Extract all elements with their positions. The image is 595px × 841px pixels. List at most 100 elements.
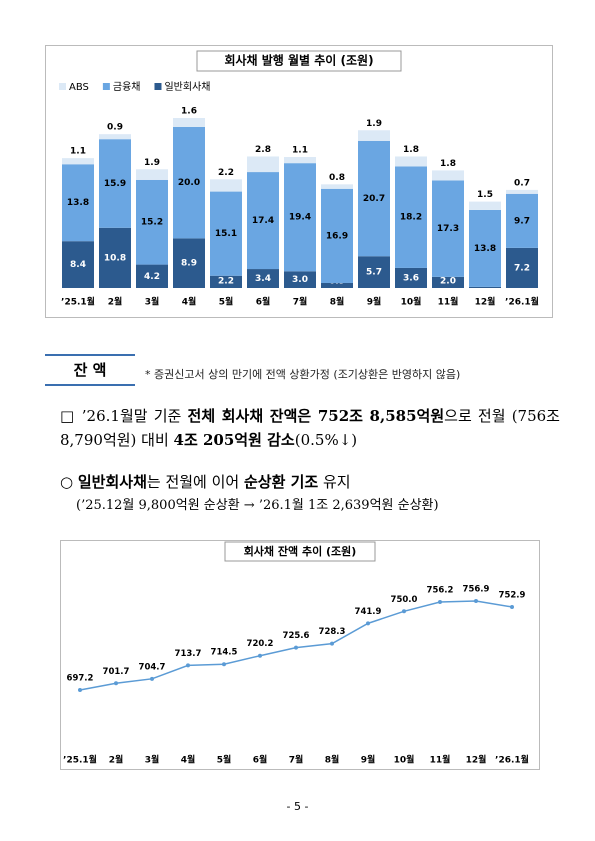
value-label: 20.0 xyxy=(178,178,200,188)
bar-segment xyxy=(395,156,427,167)
page-number: - 5 - xyxy=(286,800,309,813)
value-label: 17.3 xyxy=(437,224,459,234)
bar-segment xyxy=(321,188,353,283)
point xyxy=(78,688,82,692)
x-tick-label: 5월 xyxy=(217,754,232,766)
point xyxy=(402,609,406,614)
x-tick-label: 9월 xyxy=(361,754,376,766)
bar-segment xyxy=(469,201,501,210)
value-label: 750.0 xyxy=(391,595,418,605)
point xyxy=(294,645,298,650)
chart-title: 회사채 발행 월별 추이 (조원) xyxy=(224,53,373,68)
value-label: 1.8 xyxy=(403,145,419,155)
x-tick-label: 7월 xyxy=(293,296,308,308)
value-label: 1.1 xyxy=(292,146,308,156)
text-run: 순상환 기조 xyxy=(244,473,319,491)
text-run: 4조 205억원 감소 xyxy=(173,431,295,449)
bar-segment xyxy=(136,179,168,265)
bar-segment xyxy=(321,282,353,288)
bar-segment xyxy=(395,267,427,288)
bar-segment xyxy=(62,241,94,288)
bar-segment xyxy=(321,184,353,189)
bullet-sub: (’25.12월 9,800억원 순상환 → ’26.1월 1조 2,639억원… xyxy=(76,498,439,513)
point xyxy=(510,604,514,609)
point xyxy=(222,662,226,667)
x-tick-label: 12월 xyxy=(466,754,487,766)
value-label: 1.1 xyxy=(70,147,86,157)
value-label: 13.8 xyxy=(474,244,496,254)
value-label: 2.8 xyxy=(255,145,271,155)
text-run: 으로 전월 (756조 8,790억원) 대비 xyxy=(60,407,560,449)
bar-segment xyxy=(506,247,538,288)
bar-segment xyxy=(247,269,279,288)
value-label: 17.4 xyxy=(252,216,274,226)
bar-segment xyxy=(284,157,316,164)
bullet-2: ○ 일반회사채는 전월에 이어 순상환 기조 유지 (’25.12월 9,800… xyxy=(60,470,560,518)
issuance-chart: 회사채 발행 월별 추이 (조원) ABS 금융채 일반회사채 8.4 13.8 1.1 ’2… xyxy=(45,45,553,318)
bar-segment xyxy=(210,179,242,192)
bar-segment xyxy=(99,139,131,228)
x-tick-label: ’26.1월 xyxy=(495,754,529,766)
x-tick-label: 10월 xyxy=(394,754,415,766)
value-label: 2.0 xyxy=(440,277,456,287)
value-label: 728.3 xyxy=(319,627,346,637)
bar-segment xyxy=(506,193,538,248)
bar-segment xyxy=(284,271,316,288)
legend-swatch xyxy=(59,83,66,90)
chart-frame xyxy=(60,540,540,770)
value-label: 15.2 xyxy=(141,218,163,228)
x-tick-label: 2월 xyxy=(108,296,123,308)
value-label: 2.2 xyxy=(218,277,234,287)
legend-label: ABS xyxy=(69,82,89,93)
bar-segment xyxy=(210,275,242,288)
text-run: 는 전월에 이어 xyxy=(146,473,244,491)
value-label: 701.7 xyxy=(103,667,130,677)
value-label: 19.4 xyxy=(289,213,311,223)
bullet-marker: ○ xyxy=(60,473,74,491)
text-run: ’26.1월말 기준 xyxy=(81,407,188,425)
value-label: 1.5 xyxy=(477,190,493,200)
value-label: 1.6 xyxy=(181,107,197,117)
value-label: 741.9 xyxy=(355,607,382,617)
bar-segment xyxy=(432,180,464,277)
x-tick-label: 6월 xyxy=(253,754,268,766)
bar-segment xyxy=(210,191,242,276)
value-label: 3.6 xyxy=(403,273,419,283)
legend-swatch xyxy=(102,83,110,90)
value-label: 1.9 xyxy=(144,158,160,168)
bar-segment xyxy=(247,156,279,173)
value-label: 756.2 xyxy=(427,586,454,596)
x-tick-label: 4월 xyxy=(182,296,197,308)
bullet-1: □ ’26.1월말 기준 전체 회사채 잔액은 752조 8,585억원으로 전… xyxy=(60,404,560,452)
bullet-marker: □ xyxy=(60,407,76,425)
legend-label: 금융채 xyxy=(113,81,141,93)
bar-segment xyxy=(358,140,390,257)
x-tick-label: 12월 xyxy=(475,296,496,308)
x-tick-label: 4월 xyxy=(181,754,196,766)
bullet-text: 일반회사채는 전월에 이어 순상환 기조 유지 xyxy=(78,473,351,491)
point xyxy=(438,600,442,605)
bar-segment xyxy=(395,166,427,268)
value-label: 10.8 xyxy=(104,253,126,263)
text-run: 일반회사채 xyxy=(77,473,147,491)
x-tick-label: 2월 xyxy=(109,754,124,766)
x-tick-label: 7월 xyxy=(289,754,304,766)
value-label: 8.4 xyxy=(70,260,86,270)
value-label: 756.9 xyxy=(463,585,490,595)
point xyxy=(474,599,478,603)
x-tick-label: 10월 xyxy=(401,296,422,308)
value-label: 0.9 xyxy=(107,123,123,133)
value-label: 3.4 xyxy=(255,274,271,284)
x-tick-label: 5월 xyxy=(219,296,234,308)
bullet-text: ’26.1월말 기준 전체 회사채 잔액은 752조 8,585억원으로 전월 … xyxy=(60,407,560,449)
bar-segment xyxy=(247,172,279,270)
x-tick-label: ’25.1월 xyxy=(63,754,97,766)
value-label: 1.8 xyxy=(440,159,456,169)
value-label: 18.2 xyxy=(400,213,422,223)
point xyxy=(258,653,262,658)
text-run: (0.5%↓) xyxy=(294,431,358,449)
bar-segment xyxy=(358,256,390,288)
value-label: 714.5 xyxy=(211,648,238,658)
bar-segment xyxy=(358,130,390,141)
